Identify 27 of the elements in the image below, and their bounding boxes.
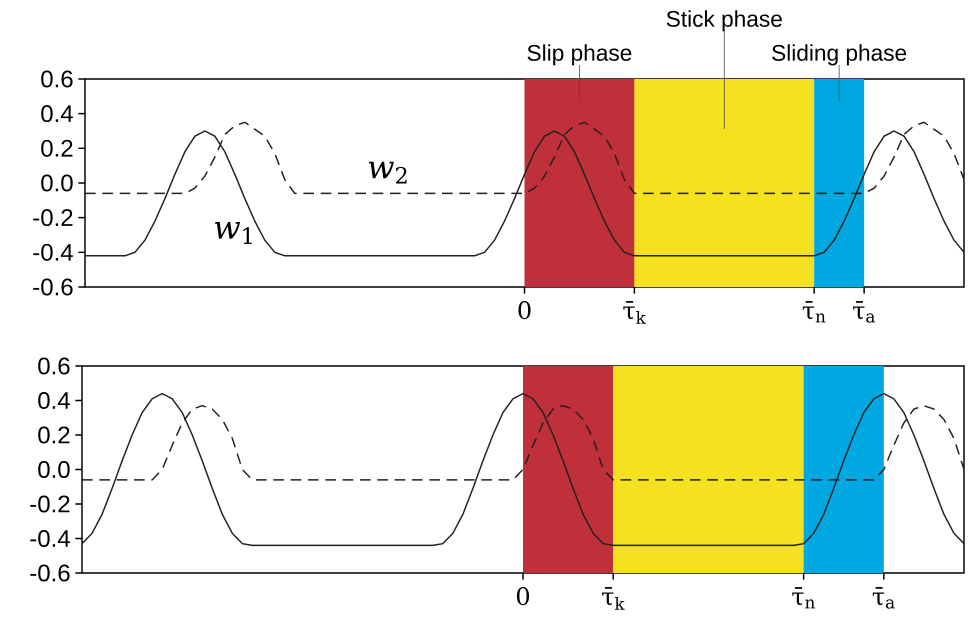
- x-tick-label: τ̄$_{a}$: [872, 587, 895, 609]
- y-tick-label: -0.6: [30, 564, 70, 582]
- series-label: w$_{1}$: [215, 222, 252, 244]
- x-tick-label: τ̄$_{k}$: [602, 587, 625, 610]
- y-tick-label: 0.0: [38, 460, 70, 478]
- y-tick-label: 0.6: [41, 70, 73, 88]
- y-tick-label: -0.6: [33, 278, 73, 296]
- y-tick-label: 0.0: [41, 174, 73, 192]
- x-tick-label: 0: [518, 301, 531, 320]
- x-tick-label: τ̄$_{a}$: [853, 301, 875, 323]
- y-tick-label: 0.2: [41, 140, 72, 157]
- y-tick-label: 0.6: [38, 357, 70, 374]
- y-tick-label: -0.4: [30, 530, 70, 547]
- x-tick-label: τ̄$_{n}$: [802, 301, 826, 322]
- y-tick-label: -0.2: [30, 495, 70, 512]
- y-tick-label: 0.2: [38, 426, 70, 444]
- series-label: w$_{2}$: [368, 162, 407, 184]
- y-tick-label: 0.4: [38, 392, 70, 409]
- band-label: Sliding phase: [772, 44, 906, 66]
- y-tick-label: -0.2: [33, 209, 72, 226]
- y-tick-label: -0.4: [33, 244, 73, 261]
- x-tick-label: τ̄$_{k}$: [623, 301, 646, 324]
- y-tick-label: 0.4: [41, 105, 73, 122]
- x-tick-label: 0: [516, 587, 530, 606]
- x-tick-label: τ̄$_{n}$: [792, 587, 815, 608]
- band-label: Slip phase: [528, 44, 632, 66]
- band-label: Stick phase: [666, 10, 782, 32]
